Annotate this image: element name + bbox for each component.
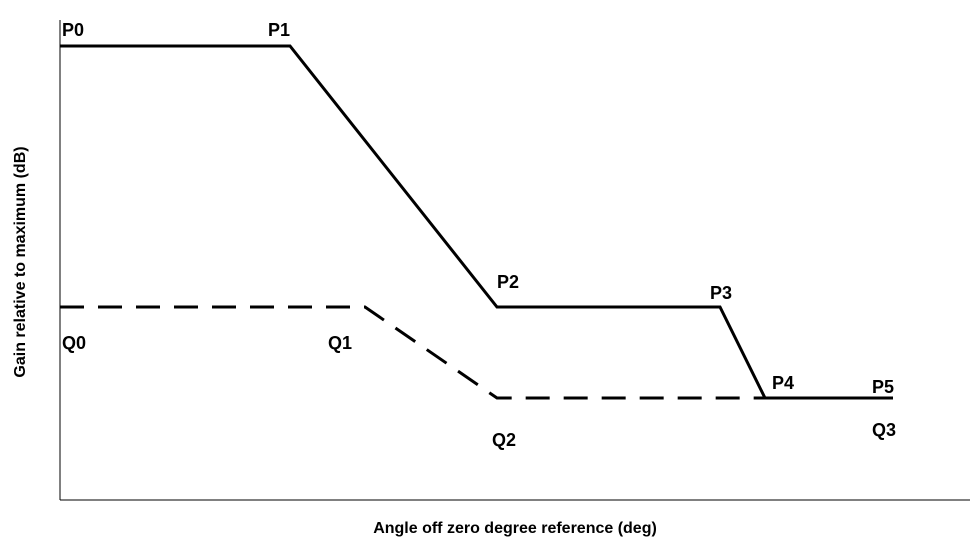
y-axis-label: Gain relative to maximum (dB) (12, 146, 29, 377)
lower-curve (60, 305, 765, 400)
point-label: P1 (268, 20, 290, 40)
point-label: P4 (772, 373, 794, 393)
point-label: Q1 (328, 333, 352, 353)
point-label: P2 (497, 272, 519, 292)
point-label: Q0 (62, 333, 86, 353)
point-label: P5 (872, 377, 894, 397)
point-label: P3 (710, 283, 732, 303)
point-label: Q3 (872, 420, 896, 440)
upper-curve (60, 44, 893, 400)
point-label: P0 (62, 20, 84, 40)
point-label: Q2 (492, 430, 516, 450)
x-axis-label: Angle off zero degree reference (deg) (373, 520, 657, 537)
